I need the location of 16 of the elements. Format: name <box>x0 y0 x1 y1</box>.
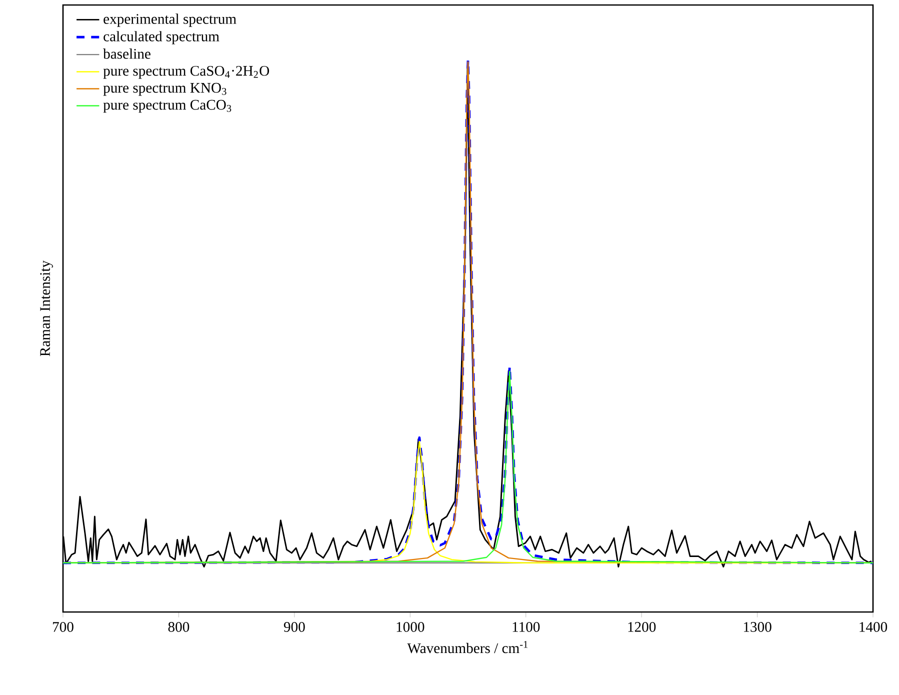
x-tick-label: 800 <box>168 622 190 632</box>
y-axis-title: Raman Intensity <box>40 260 53 356</box>
x-tick-label: 1100 <box>512 622 540 632</box>
x-tick-label: 1400 <box>860 622 888 632</box>
legend-label: pure spectrum CaSO$_{4}$·2H$_{2}$O <box>103 66 270 79</box>
legend-label: baseline <box>103 48 150 59</box>
x-tick-label: 1200 <box>628 622 656 632</box>
x-tick-label: 900 <box>284 622 305 632</box>
legend-label: calculated spectrum <box>104 31 220 44</box>
x-axis-title: Wavenumbers / cm$^{-1}$ <box>407 640 528 654</box>
legend-label: pure spectrum KNO$_{3}$ <box>103 82 226 96</box>
legend-label: pure spectrum CaCO$_{3}$ <box>103 100 232 113</box>
x-tick-label: 1000 <box>396 622 424 632</box>
x-tick-label: 700 <box>53 622 74 632</box>
legend-label: experimental spectrum <box>104 14 236 27</box>
x-tick-label: 1300 <box>744 622 772 632</box>
